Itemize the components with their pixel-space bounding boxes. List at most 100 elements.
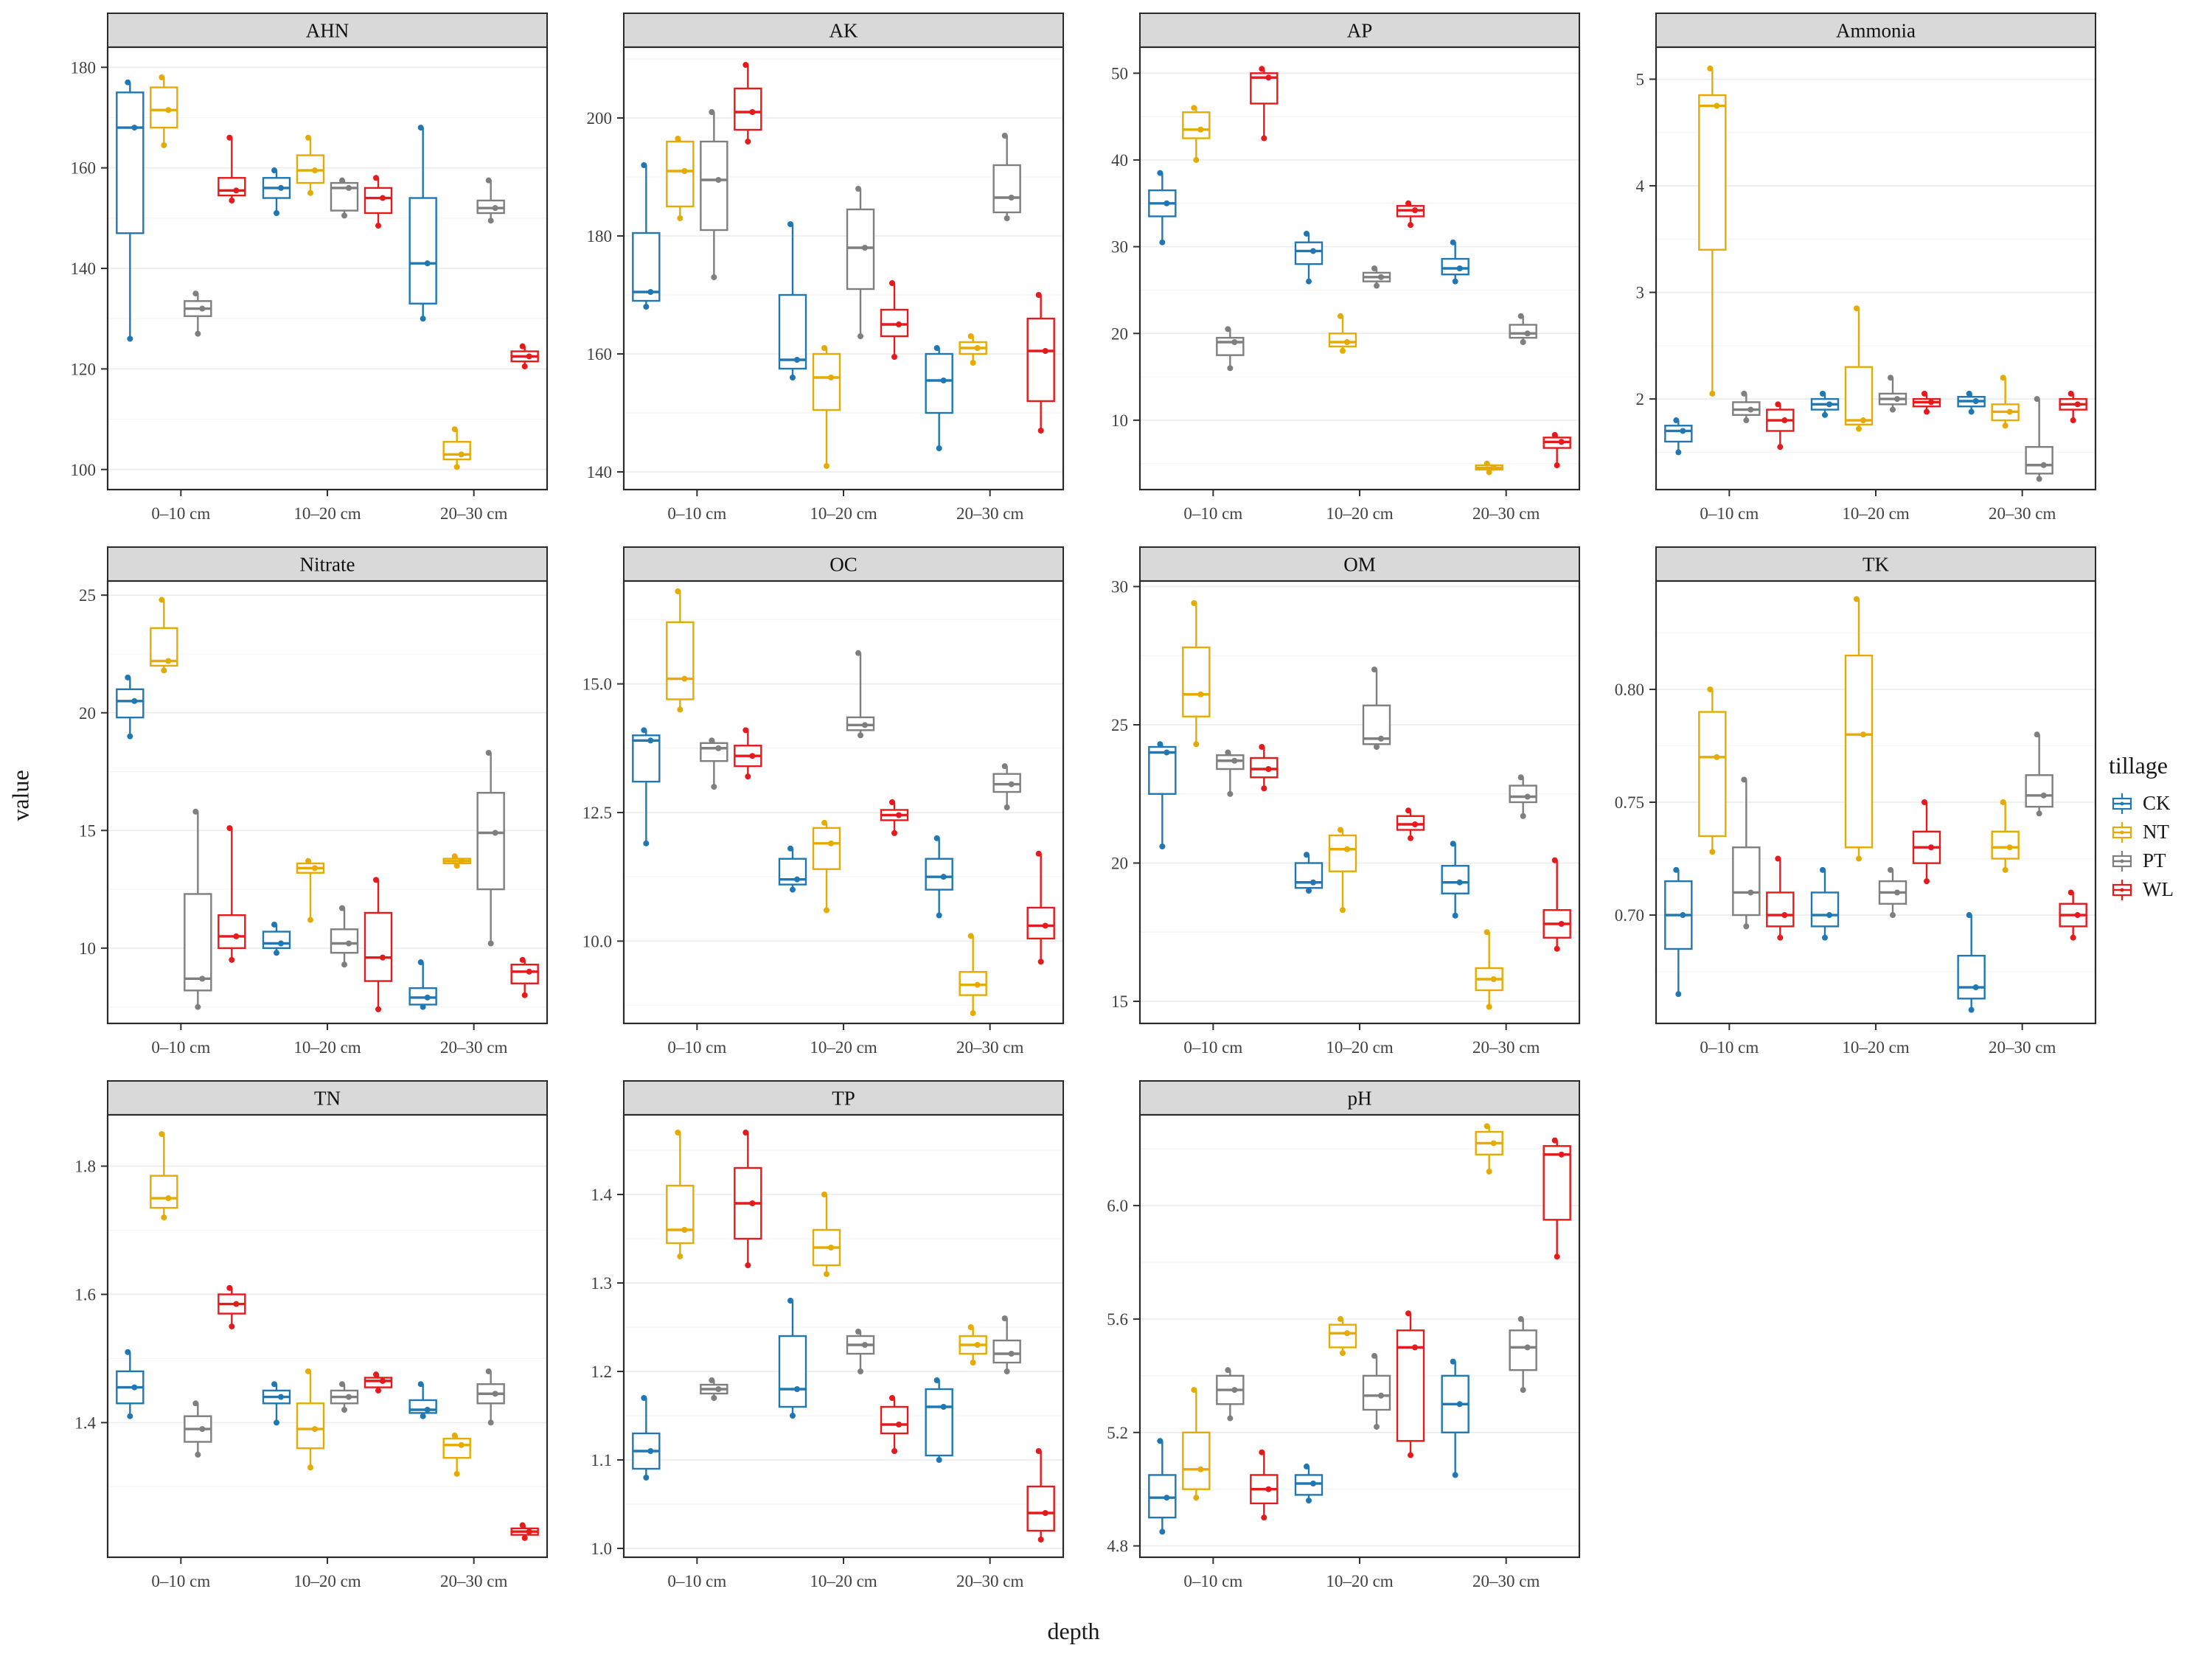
svg-text:20–30 cm: 20–30 cm	[1989, 504, 2056, 523]
svg-text:20–30 cm: 20–30 cm	[1472, 504, 1540, 523]
svg-text:30: 30	[1111, 238, 1128, 257]
legend-label-CK: CK	[2143, 792, 2171, 814]
x-axis-title: depth	[1047, 1618, 1100, 1644]
svg-text:40: 40	[1111, 151, 1128, 170]
plot-area: 100 120 140 160 180 0–10 cm 10–20 cm 20–30 cm AH…	[41, 12, 2106, 1645]
svg-text:10: 10	[1111, 411, 1128, 430]
svg-text:1.8: 1.8	[74, 1158, 96, 1176]
svg-text:30: 30	[1111, 578, 1128, 597]
y-axis-title-column: value	[0, 12, 41, 1645]
svg-text:4.8: 4.8	[1107, 1537, 1128, 1556]
svg-text:1.6: 1.6	[74, 1286, 96, 1304]
svg-text:25: 25	[79, 586, 96, 605]
svg-text:Ammonia: Ammonia	[1836, 19, 1916, 41]
svg-text:200: 200	[587, 109, 613, 128]
svg-text:AK: AK	[830, 19, 858, 41]
facet-TN: 1.4 1.6 1.8 0–10 cm 10–20 cm 20–30 cm TN	[41, 1079, 557, 1613]
svg-text:1.0: 1.0	[591, 1540, 612, 1558]
legend-key-NT	[2112, 821, 2132, 843]
svg-text:10–20 cm: 10–20 cm	[810, 1572, 877, 1590]
legend-label-WL: WL	[2143, 878, 2174, 900]
legend-item-PT: PT	[2109, 848, 2174, 874]
y-axis-title: value	[7, 770, 34, 821]
svg-text:2: 2	[1636, 390, 1645, 408]
svg-text:20–30 cm: 20–30 cm	[440, 504, 507, 523]
legend-item-CK: CK	[2109, 790, 2174, 817]
svg-text:10–20 cm: 10–20 cm	[1326, 1038, 1393, 1057]
facet-AK: 140 160 180 200 0–10 cm 10–20 cm 20–30 cm AK	[557, 12, 1074, 546]
svg-text:0–10 cm: 0–10 cm	[151, 1038, 210, 1057]
svg-text:10.0: 10.0	[582, 932, 612, 950]
facet-Nitrate: 10 15 20 25 0–10 cm 10–20 cm 20–30 cm Nitrate	[41, 546, 557, 1079]
svg-text:10–20 cm: 10–20 cm	[293, 1038, 361, 1057]
legend-item-WL: WL	[2109, 877, 2174, 903]
svg-text:0.75: 0.75	[1615, 793, 1644, 812]
svg-text:0–10 cm: 0–10 cm	[151, 1572, 210, 1590]
svg-text:5.2: 5.2	[1107, 1424, 1128, 1442]
legend: tillage CK NT PT WL	[2106, 12, 2212, 1645]
svg-text:1.4: 1.4	[74, 1413, 96, 1432]
svg-text:100: 100	[71, 461, 97, 479]
svg-text:10–20 cm: 10–20 cm	[293, 1572, 361, 1590]
svg-text:TP: TP	[832, 1087, 855, 1109]
svg-text:Nitrate: Nitrate	[300, 553, 355, 575]
svg-text:20–30 cm: 20–30 cm	[956, 1038, 1023, 1057]
svg-text:20–30 cm: 20–30 cm	[956, 504, 1023, 523]
svg-text:20: 20	[1111, 855, 1128, 873]
svg-text:0–10 cm: 0–10 cm	[1183, 504, 1242, 523]
svg-text:25: 25	[1111, 716, 1128, 734]
svg-text:OM: OM	[1343, 553, 1376, 575]
svg-text:10–20 cm: 10–20 cm	[810, 504, 877, 523]
facet-TP: 1.0 1.1 1.2 1.3 1.4 0–10 cm 10–20 cm 20–30 cm TP	[557, 1079, 1074, 1613]
facet-grid: 100 120 140 160 180 0–10 cm 10–20 cm 20–30 cm AH…	[41, 12, 2106, 1613]
svg-text:0–10 cm: 0–10 cm	[667, 1038, 726, 1057]
svg-text:1.2: 1.2	[591, 1363, 612, 1381]
svg-text:140: 140	[71, 260, 97, 278]
svg-text:OC: OC	[830, 553, 858, 575]
svg-text:5: 5	[1636, 70, 1645, 88]
svg-text:20–30 cm: 20–30 cm	[440, 1038, 507, 1057]
svg-text:10–20 cm: 10–20 cm	[1842, 1038, 1909, 1057]
svg-text:0–10 cm: 0–10 cm	[151, 504, 210, 523]
svg-text:20–30 cm: 20–30 cm	[440, 1572, 507, 1590]
svg-text:20: 20	[79, 704, 96, 723]
svg-text:0–10 cm: 0–10 cm	[1183, 1572, 1242, 1590]
legend-title: tillage	[2109, 751, 2168, 779]
svg-text:0.70: 0.70	[1615, 906, 1644, 925]
svg-text:15: 15	[79, 821, 96, 840]
svg-text:10–20 cm: 10–20 cm	[1326, 504, 1393, 523]
svg-text:10–20 cm: 10–20 cm	[293, 504, 361, 523]
facet-OM: 15 20 25 30 0–10 cm 10–20 cm 20–30 cm OM	[1074, 546, 1590, 1079]
svg-text:6.0: 6.0	[1107, 1197, 1128, 1215]
svg-text:20–30 cm: 20–30 cm	[1472, 1038, 1540, 1057]
svg-text:0–10 cm: 0–10 cm	[667, 1572, 726, 1590]
svg-text:0–10 cm: 0–10 cm	[1700, 504, 1759, 523]
svg-text:TK: TK	[1863, 553, 1889, 575]
svg-text:20–30 cm: 20–30 cm	[956, 1572, 1023, 1590]
svg-text:0–10 cm: 0–10 cm	[1700, 1038, 1759, 1057]
svg-text:10–20 cm: 10–20 cm	[1842, 504, 1909, 523]
svg-text:1.3: 1.3	[591, 1274, 612, 1293]
svg-text:0–10 cm: 0–10 cm	[1183, 1038, 1242, 1057]
svg-text:12.5: 12.5	[582, 804, 612, 822]
svg-text:0–10 cm: 0–10 cm	[667, 504, 726, 523]
svg-text:TN: TN	[314, 1087, 341, 1109]
svg-text:140: 140	[587, 463, 613, 481]
svg-text:120: 120	[71, 360, 97, 378]
svg-text:pH: pH	[1348, 1087, 1372, 1109]
legend-key-WL	[2112, 879, 2132, 900]
facet-Ammonia: 2 3 4 5 0–10 cm 10–20 cm 20–30 cm Ammonia	[1590, 12, 2106, 546]
svg-text:20: 20	[1111, 324, 1128, 343]
svg-text:20–30 cm: 20–30 cm	[1472, 1572, 1540, 1590]
svg-text:4: 4	[1636, 177, 1645, 195]
legend-label-PT: PT	[2143, 849, 2166, 872]
svg-text:1.1: 1.1	[591, 1451, 612, 1470]
legend-key-PT	[2112, 850, 2132, 872]
facet-TK: 0.70 0.75 0.80 0–10 cm 10–20 cm 20–30 cm TK	[1590, 546, 2106, 1079]
svg-text:3: 3	[1636, 284, 1645, 302]
svg-text:160: 160	[71, 159, 97, 178]
svg-text:180: 180	[587, 227, 613, 246]
legend-item-NT: NT	[2109, 819, 2174, 846]
legend-items: CK NT PT WL	[2109, 788, 2174, 905]
